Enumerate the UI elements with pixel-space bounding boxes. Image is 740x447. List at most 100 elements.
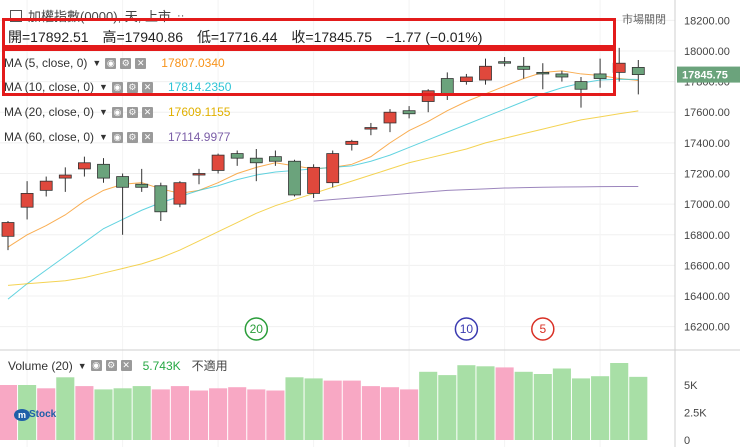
candle-body [20, 193, 34, 208]
more-icon[interactable]: ·· [177, 9, 185, 22]
eye-icon[interactable]: ◉ [111, 81, 123, 93]
candle-body [58, 174, 72, 179]
volume-bar [552, 368, 571, 440]
y-tick-label: 16200.00 [684, 322, 730, 334]
candle [631, 60, 645, 95]
gear-icon[interactable]: ⚙ [126, 131, 138, 143]
volume-bar [0, 385, 18, 440]
ohlc-readout: 開=17892.51 高=17940.86 低=17716.44 收=17845… [8, 27, 492, 47]
close-icon[interactable]: ✕ [141, 131, 153, 143]
volume-bar [495, 367, 514, 440]
volume-bar [113, 388, 132, 440]
candle [116, 173, 129, 235]
indicator-ma60[interactable]: MA (60, close, 0) ▼ ◉ ⚙ ✕ 17114.9977 [4, 128, 230, 146]
volume-legend[interactable]: Volume (20) ▼ ◉ ⚙ ✕ 5.743K 不適用 [8, 357, 228, 374]
candle-body [593, 73, 607, 79]
candle-body [345, 140, 359, 145]
close-value: 收=17845.75 [291, 29, 372, 45]
gear-icon[interactable]: ⚙ [126, 106, 138, 118]
date-marker-label: 20 [250, 322, 264, 336]
candle-body [402, 110, 416, 115]
volume-bar [591, 376, 610, 440]
candle [192, 168, 206, 185]
indicator-ma20[interactable]: MA (20, close, 0) ▼ ◉ ⚙ ✕ 17609.1155 [4, 103, 230, 121]
open-value: 開=17892.51 [8, 29, 89, 45]
volume-bar [37, 388, 56, 440]
volume-note: 不適用 [191, 359, 228, 373]
eye-icon[interactable]: ◉ [111, 106, 123, 118]
chevron-down-icon[interactable]: ▼ [77, 360, 87, 371]
y-tick-label: 17200.00 [684, 169, 730, 181]
candlesticks [1, 47, 645, 251]
volume-bar [323, 380, 342, 440]
volume-bar [419, 371, 438, 440]
volume-bar [400, 389, 419, 440]
volume-bar [533, 374, 552, 440]
indicator-label: MA (20, close, 0) [4, 105, 95, 119]
close-icon[interactable]: ✕ [120, 360, 132, 371]
close-icon[interactable]: ✕ [141, 106, 153, 118]
gear-icon[interactable]: ⚙ [126, 81, 138, 93]
svg-text:m: m [18, 410, 26, 420]
moving-average-lines [7, 70, 639, 300]
volume-bar [476, 366, 495, 440]
eye-icon[interactable]: ◉ [105, 57, 117, 69]
ma20-line [7, 110, 639, 286]
chevron-down-icon[interactable]: ▼ [99, 107, 108, 117]
candle-body [154, 185, 168, 213]
candle-body [39, 180, 53, 191]
y-tick-label: 17400.00 [684, 138, 730, 150]
gear-icon[interactable]: ⚙ [105, 360, 117, 371]
close-icon[interactable]: ✕ [135, 57, 147, 69]
candle-body [517, 65, 531, 70]
volume-bar [151, 389, 170, 440]
indicator-label: MA (10, close, 0) [4, 80, 95, 94]
date-marker[interactable]: 10 [454, 317, 479, 341]
candle [97, 158, 110, 183]
indicator-ma10[interactable]: MA (10, close, 0) ▼ ◉ ⚙ ✕ 17814.2350 [4, 78, 231, 96]
volume-bar [228, 387, 247, 440]
volume-bar [571, 378, 591, 440]
high-value: 高=17940.86 [102, 29, 184, 45]
volume-tick-label: 2.5K [684, 408, 707, 420]
chevron-down-icon[interactable]: ▼ [99, 132, 108, 142]
candle [536, 63, 550, 90]
candle-body [574, 81, 588, 90]
candle-body [268, 156, 282, 162]
candle [58, 167, 72, 192]
candle [574, 76, 588, 108]
volume-bar [514, 371, 533, 440]
chevron-down-icon[interactable]: ▼ [99, 82, 108, 92]
date-marker[interactable]: 20 [244, 317, 269, 341]
date-marker-label: 10 [460, 322, 474, 336]
volume-bar [247, 389, 266, 440]
y-tick-label: 18000.00 [684, 46, 730, 58]
candle-body [97, 163, 110, 179]
candle [249, 148, 263, 182]
last-price-label: 17845.75 [682, 70, 728, 82]
candle-body [536, 72, 550, 75]
chevron-down-icon[interactable]: ▼ [92, 58, 102, 68]
candle-body [421, 90, 435, 102]
candle [39, 176, 53, 197]
y-tick-label: 17600.00 [684, 107, 730, 119]
candle [517, 57, 531, 79]
candle [555, 70, 569, 82]
candle-body [230, 153, 244, 159]
eye-icon[interactable]: ◉ [111, 131, 123, 143]
date-marker[interactable]: 5 [531, 317, 555, 341]
gear-icon[interactable]: ⚙ [120, 57, 132, 69]
y-tick-label: 18200.00 [684, 15, 730, 27]
collapse-icon[interactable] [10, 9, 22, 22]
close-icon[interactable]: ✕ [141, 81, 153, 93]
indicator-ma5[interactable]: MA (5, close, 0) ▼ ◉ ⚙ ✕ 17807.0340 [4, 54, 225, 72]
volume-bar [132, 386, 151, 440]
candle-body [326, 153, 340, 184]
volume-bar [380, 387, 400, 440]
market-status: 市場關閉 [622, 14, 666, 26]
eye-icon[interactable]: ◉ [90, 360, 102, 371]
volume-bar [94, 389, 113, 440]
volume-bar [56, 377, 75, 440]
ma10-line [7, 78, 639, 300]
indicator-value: 17114.9977 [167, 130, 231, 144]
